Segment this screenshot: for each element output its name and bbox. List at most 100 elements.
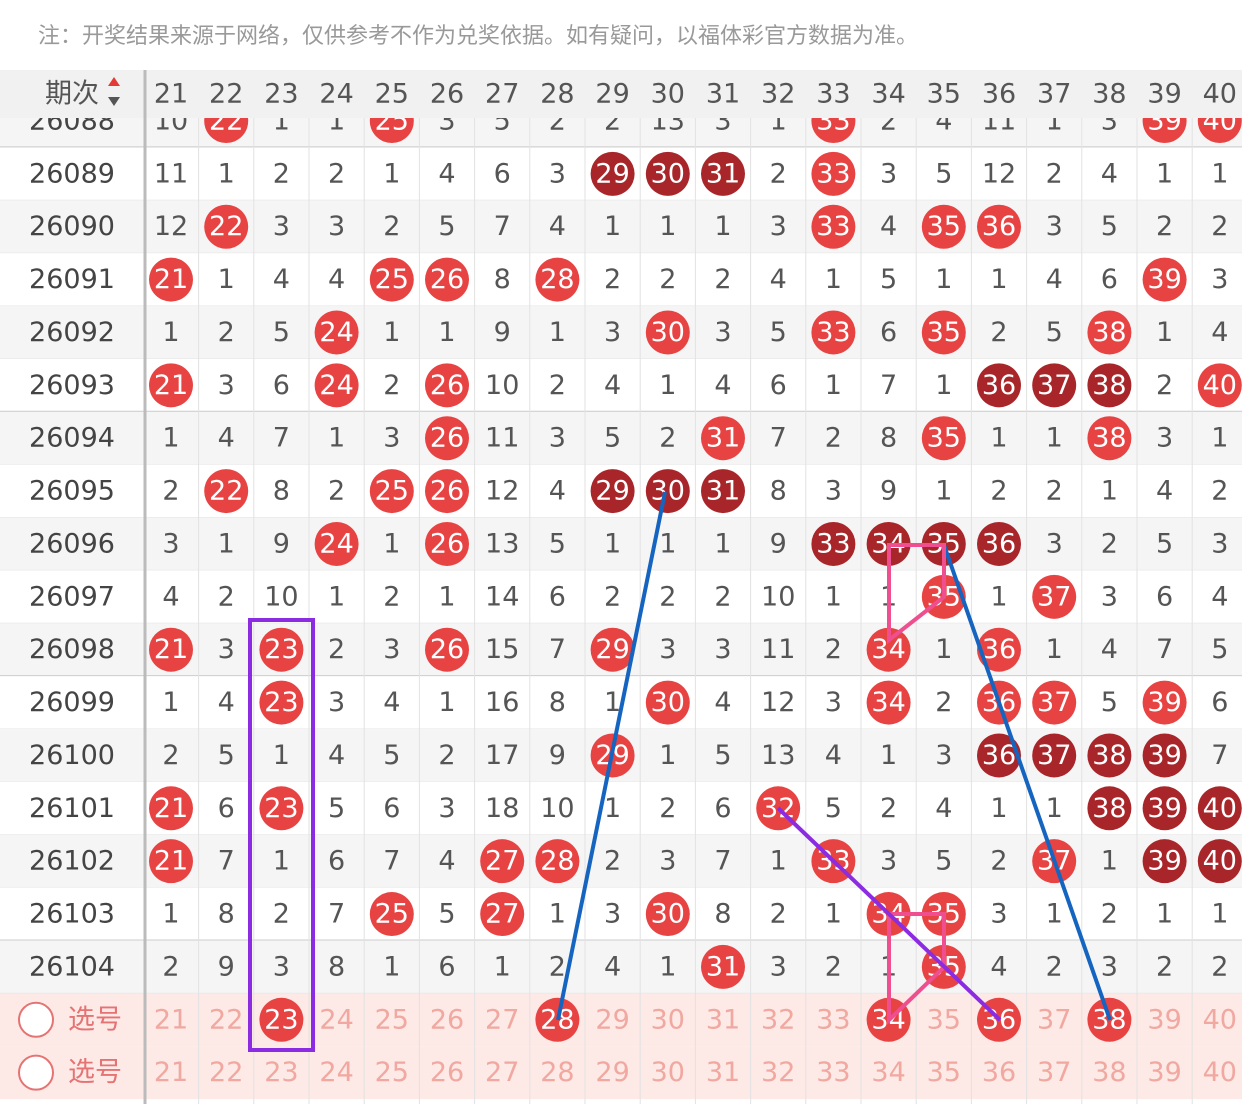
miss-count: 1 (438, 581, 455, 612)
sort-up[interactable] (108, 77, 120, 86)
miss-count: 6 (1101, 264, 1118, 295)
miss-count: 17 (485, 740, 519, 771)
select-number[interactable]: 33 (816, 1057, 850, 1088)
miss-count: 1 (1046, 899, 1063, 930)
select-number[interactable]: 35 (927, 1057, 961, 1088)
miss-count: 2 (328, 476, 345, 507)
miss-count: 2 (1046, 951, 1063, 982)
hit-number: 31 (706, 951, 740, 982)
miss-count: 6 (1156, 581, 1173, 612)
select-number[interactable]: 26 (430, 1057, 464, 1088)
issue: 26098 (29, 634, 115, 665)
hit-number: 26 (430, 370, 464, 401)
hit-number: 33 (816, 317, 850, 348)
miss-count: 1 (1156, 317, 1173, 348)
line-annotation (556, 491, 667, 1021)
miss-count: 3 (1101, 106, 1118, 137)
issue: 26090 (29, 211, 115, 242)
select-number[interactable]: 21 (154, 1004, 188, 1035)
select-number[interactable]: 24 (319, 1057, 353, 1088)
miss-count: 2 (880, 793, 897, 824)
picked-ball[interactable] (259, 997, 304, 1042)
miss-count: 3 (1211, 264, 1228, 295)
miss-count: 2 (438, 740, 455, 771)
miss-count: 3 (218, 634, 235, 665)
select-number[interactable]: 37 (1037, 1004, 1071, 1035)
column-label: 39 (1147, 79, 1181, 110)
miss-count: 4 (162, 581, 179, 612)
hit-ball (425, 469, 469, 514)
select-number[interactable]: 29 (595, 1004, 629, 1035)
select-number[interactable]: 30 (651, 1004, 685, 1035)
select-number[interactable]: 38 (1092, 1057, 1126, 1088)
miss-count: 9 (880, 476, 897, 507)
select-number[interactable]: 23 (264, 1057, 298, 1088)
miss-count: 9 (770, 528, 787, 559)
hit-number: 40 (1203, 846, 1237, 877)
miss-count: 3 (1101, 951, 1118, 982)
select-label[interactable]: 选号 (68, 1004, 122, 1035)
miss-count: 1 (880, 740, 897, 771)
hit-number: 36 (982, 740, 1016, 771)
select-number[interactable]: 27 (485, 1004, 519, 1035)
select-radio[interactable] (18, 1054, 54, 1091)
miss-count: 1 (328, 423, 345, 454)
header-label[interactable]: 期次 (45, 79, 99, 110)
select-number[interactable]: 32 (761, 1004, 795, 1035)
select-number[interactable]: 29 (595, 1057, 629, 1088)
miss-count: 3 (1046, 211, 1063, 242)
miss-count: 1 (1211, 158, 1228, 189)
hit-number: 22 (209, 476, 243, 507)
select-number[interactable]: 25 (375, 1004, 409, 1035)
select-number[interactable]: 28 (540, 1057, 574, 1088)
select-number[interactable]: 22 (209, 1057, 243, 1088)
select-number[interactable]: 24 (319, 1004, 353, 1035)
miss-count: 5 (770, 317, 787, 348)
select-number[interactable]: 35 (927, 1004, 961, 1035)
miss-count: 3 (1101, 581, 1118, 612)
issue: 26104 (29, 951, 115, 982)
miss-count: 3 (549, 158, 566, 189)
miss-count: 5 (549, 528, 566, 559)
select-number[interactable]: 40 (1203, 1057, 1237, 1088)
select-number[interactable]: 37 (1037, 1057, 1071, 1088)
miss-count: 2 (604, 846, 621, 877)
hit-number: 40 (1203, 793, 1237, 824)
select-number[interactable]: 33 (816, 1004, 850, 1035)
select-number[interactable]: 34 (871, 1057, 905, 1088)
select-label[interactable]: 选号 (68, 1057, 122, 1088)
select-number[interactable]: 21 (154, 1057, 188, 1088)
select-number[interactable]: 31 (706, 1057, 740, 1088)
select-number[interactable]: 22 (209, 1004, 243, 1035)
hit-number: 31 (706, 476, 740, 507)
select-number[interactable]: 36 (982, 1057, 1016, 1088)
hit-ball (645, 680, 690, 725)
select-number[interactable]: 23 (264, 1004, 298, 1035)
table-header: 期次 21 22 23 24 25 26 27 28 29 30 31 32 33 34 35 36 37 38 3… (0, 70, 1242, 118)
miss-count: 1 (990, 423, 1007, 454)
select-number[interactable]: 39 (1147, 1004, 1181, 1035)
miss-count: 1 (659, 740, 676, 771)
hit-ball (149, 786, 193, 831)
select-number[interactable]: 26 (430, 1004, 464, 1035)
hit-number: 36 (982, 370, 1016, 401)
select-number[interactable]: 30 (651, 1057, 685, 1088)
miss-count: 5 (825, 793, 842, 824)
select-number[interactable]: 32 (761, 1057, 795, 1088)
select-number[interactable]: 40 (1203, 1004, 1237, 1035)
hit-number: 35 (927, 211, 961, 242)
select-number[interactable]: 39 (1147, 1057, 1181, 1088)
sort-down[interactable] (108, 97, 120, 106)
select-number[interactable]: 31 (706, 1004, 740, 1035)
select-number[interactable]: 25 (375, 1057, 409, 1088)
hit-number: 38 (1092, 317, 1126, 348)
miss-count: 1 (1101, 846, 1118, 877)
miss-count: 4 (1211, 317, 1228, 348)
miss-count: 2 (825, 951, 842, 982)
select-number[interactable]: 27 (485, 1057, 519, 1088)
hit-number: 29 (595, 158, 629, 189)
hit-number: 39 (1147, 846, 1181, 877)
select-radio[interactable] (18, 1001, 54, 1038)
miss-count: 4 (990, 951, 1007, 982)
hit-ball (425, 363, 469, 408)
